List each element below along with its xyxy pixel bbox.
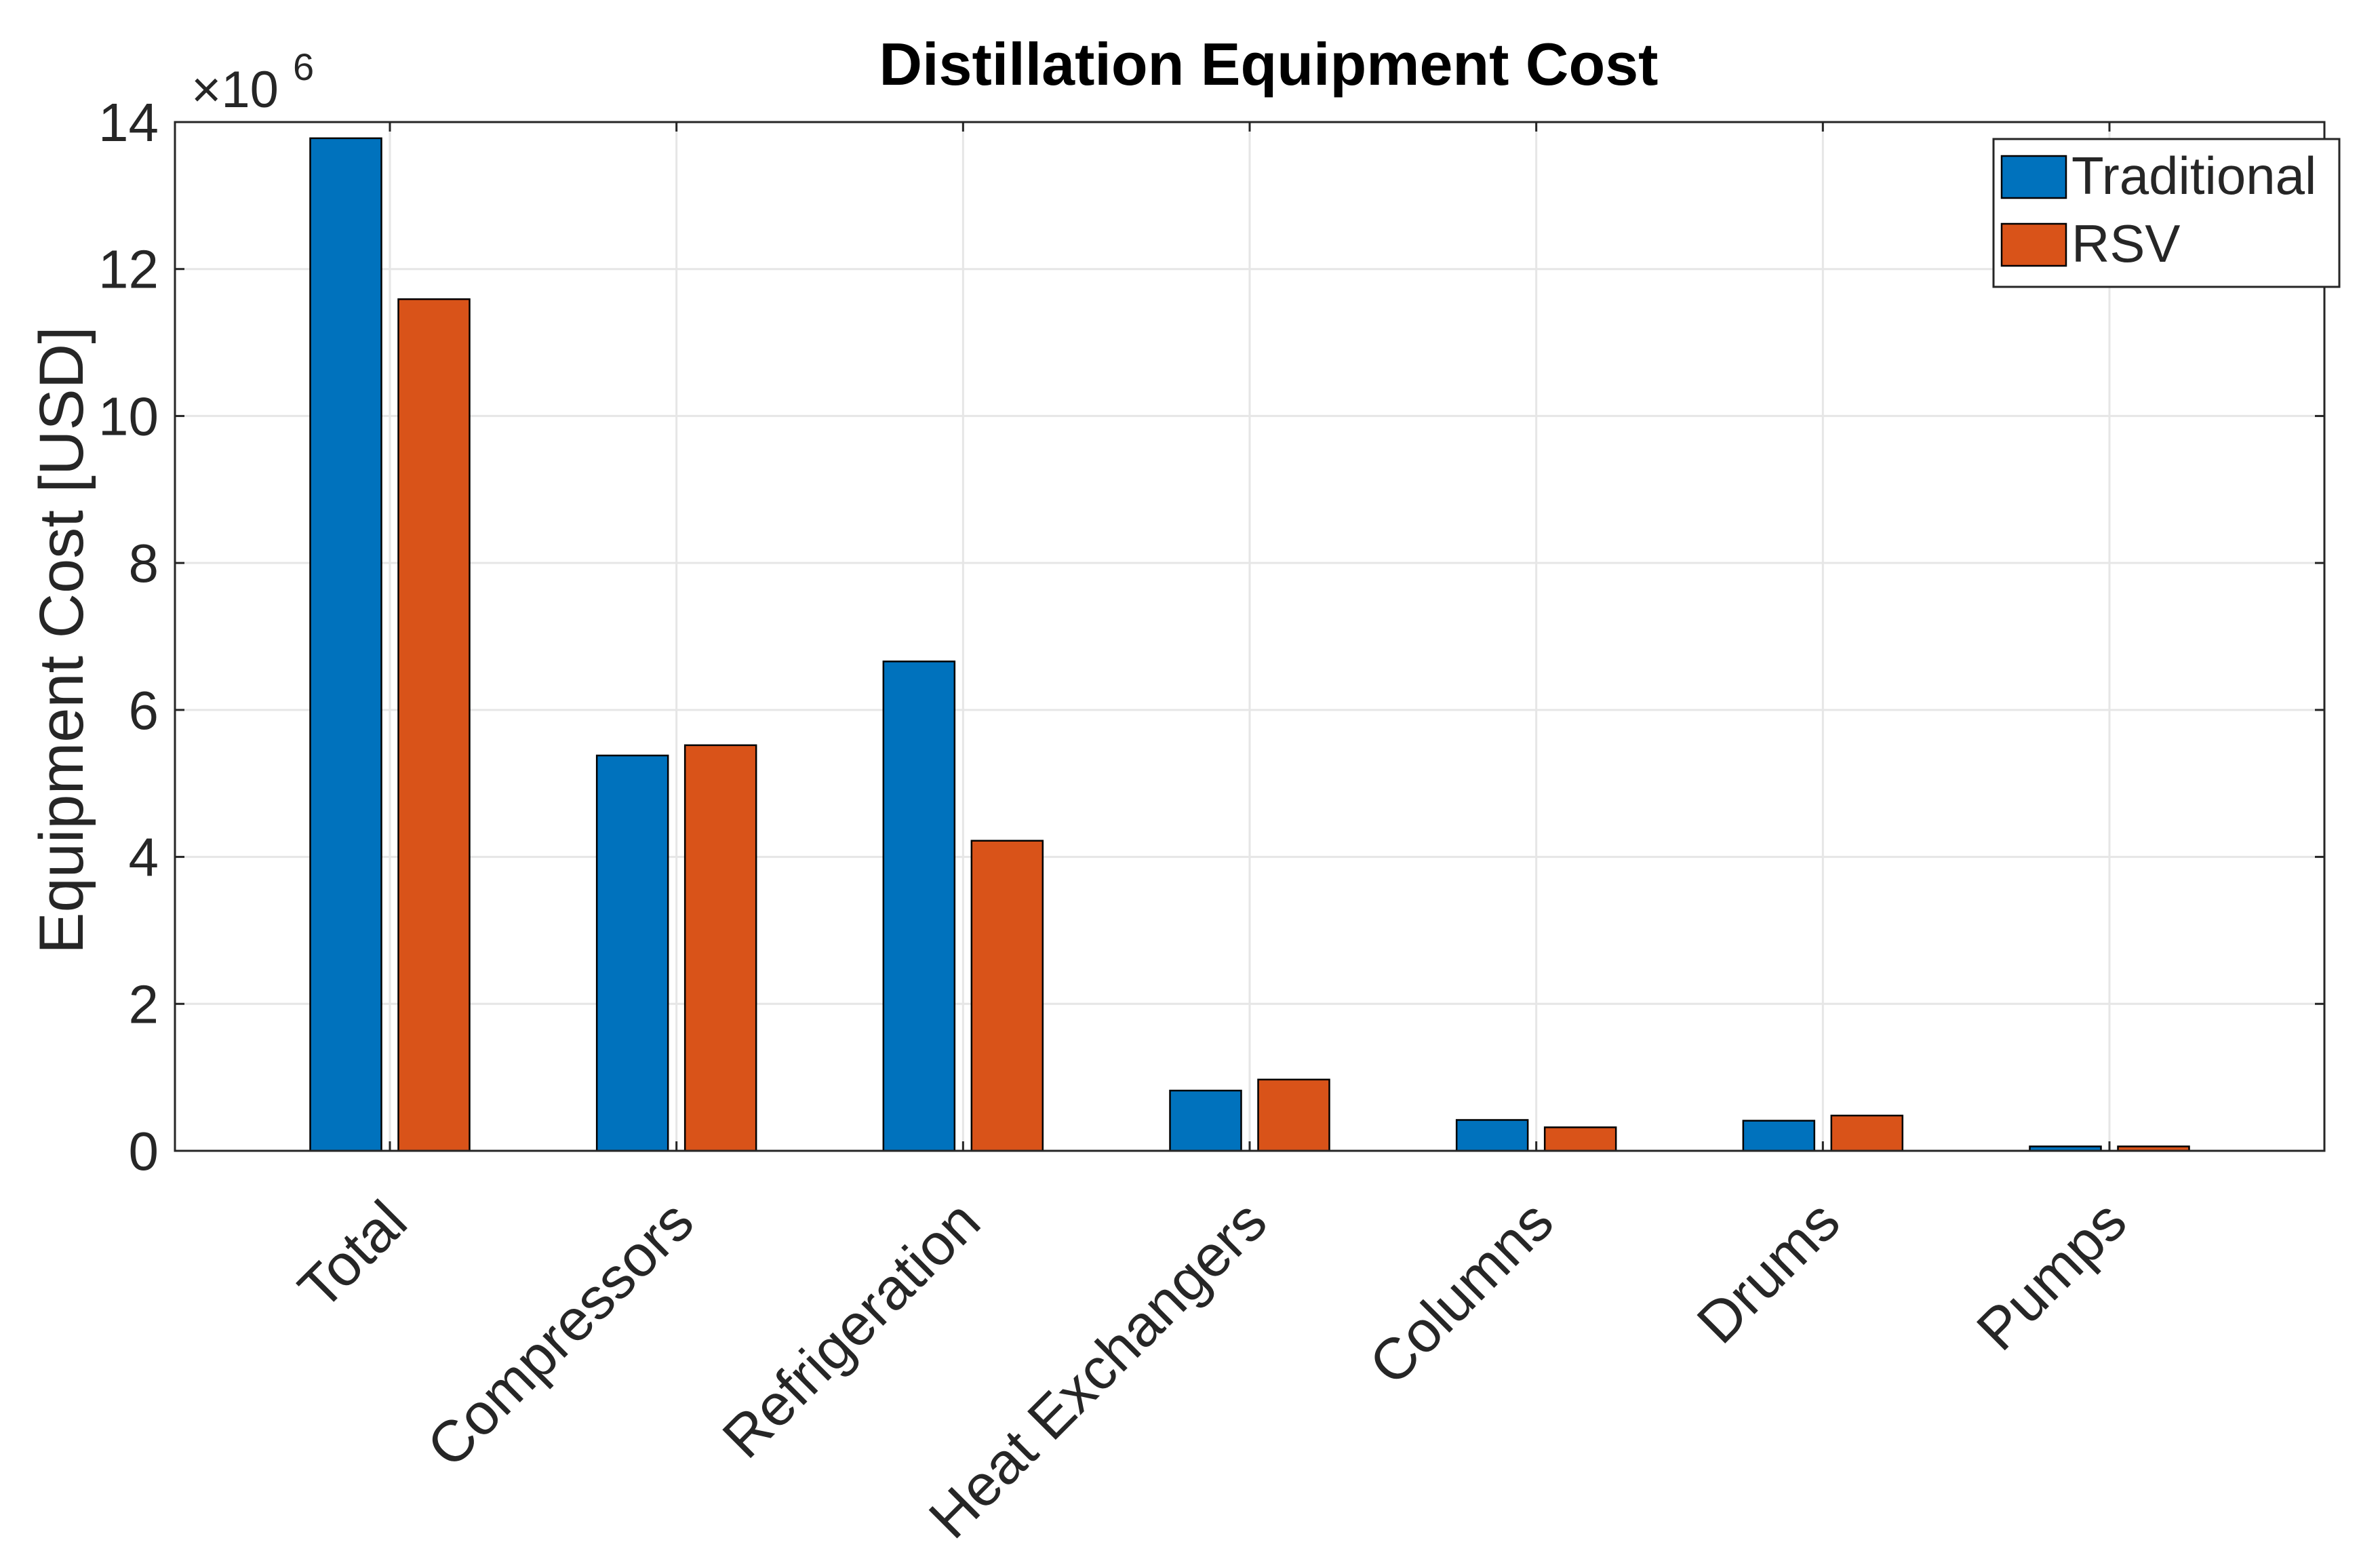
axes-box (174, 121, 2326, 1152)
y-tick-label: 6 (129, 680, 159, 741)
bar-traditional-refrigeration (882, 661, 956, 1152)
bar-traditional-columns (1455, 1119, 1529, 1152)
legend-swatch-rsv (2000, 222, 2067, 267)
y-axis-exponent-base: ×10 (191, 61, 279, 119)
legend: Traditional RSV (1992, 138, 2341, 288)
bar-rsv-total (397, 298, 471, 1152)
y-tick-label: 2 (129, 974, 159, 1034)
bar-traditional-total (309, 137, 382, 1152)
legend-swatch-traditional (2000, 155, 2067, 199)
bar-layer (309, 137, 2190, 1152)
y-tick-label: 14 (98, 92, 159, 153)
bar-rsv-columns (1543, 1126, 1617, 1152)
y-tick-label: 4 (129, 827, 159, 888)
bar-rsv-heat-exchangers (1257, 1078, 1330, 1152)
chart-title: Distillation Equipment Cost (879, 31, 1659, 98)
y-axis-exponent-power: 6 (293, 45, 314, 88)
y-tick-label: 10 (98, 386, 159, 446)
y-tick-label: 8 (129, 533, 159, 593)
bar-traditional-compressors (595, 754, 669, 1152)
bar-traditional-drums (1742, 1120, 1816, 1152)
bar-rsv-compressors (683, 744, 757, 1152)
bar-traditional-heat-exchangers (1169, 1089, 1242, 1152)
grid-layer (175, 122, 2324, 1151)
y-tick-label: 12 (98, 239, 159, 300)
y-tick-label: 0 (129, 1121, 159, 1181)
y-axis-exponent: ×10 6 (191, 45, 314, 119)
bar-rsv-refrigeration (970, 840, 1044, 1152)
bar-rsv-drums (1830, 1114, 1904, 1152)
y-axis-label: Equipment Cost [USD] (27, 326, 96, 953)
legend-label-rsv: RSV (2071, 214, 2180, 273)
legend-label-traditional: Traditional (2071, 146, 2316, 205)
